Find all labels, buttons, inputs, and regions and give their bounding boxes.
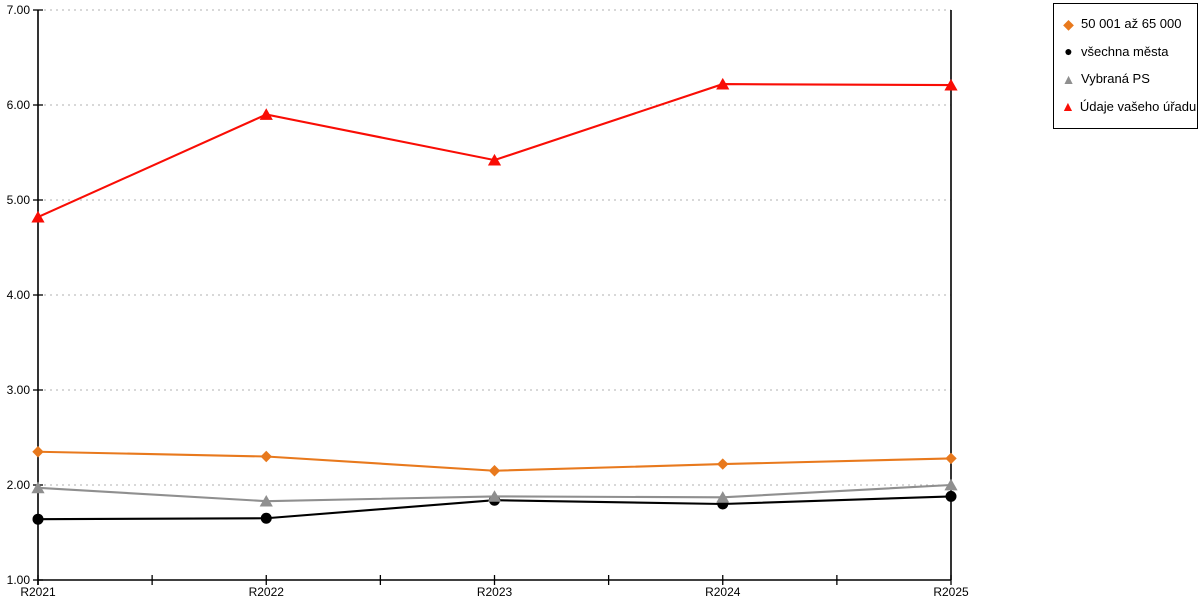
x-tick-label: R2021 <box>20 585 56 599</box>
data-point-triangle <box>487 153 502 166</box>
y-tick-label: 2.00 <box>7 478 31 492</box>
data-point-triangle <box>31 210 45 223</box>
data-point-diamond <box>32 446 44 458</box>
y-tick-label: 1.00 <box>7 573 31 587</box>
legend-item: ▲ Vybraná PS <box>1061 72 1193 86</box>
legend-item: ▲ Údaje vašeho úřadu <box>1061 98 1197 115</box>
data-point-diamond <box>717 458 729 470</box>
triangle-icon: ▲ <box>1061 98 1075 115</box>
x-tick-label: R2022 <box>249 585 285 599</box>
legend-label: Vybraná PS <box>1081 71 1150 87</box>
x-tick-label: R2025 <box>933 585 969 599</box>
legend-item: ● všechna města <box>1061 44 1193 58</box>
legend-label: 50 001 až 65 000 <box>1081 16 1182 32</box>
data-point-circle <box>260 512 272 524</box>
legend: ◆ 50 001 až 65 000 ● všechna města ▲ Vybraná … <box>1053 3 1198 129</box>
data-point-triangle <box>944 478 958 491</box>
circle-icon: ● <box>1064 43 1073 60</box>
y-tick-label: 5.00 <box>7 193 31 207</box>
data-point-circle <box>32 513 44 525</box>
y-tick-label: 4.00 <box>7 288 31 302</box>
data-point-diamond <box>945 452 957 465</box>
data-point-triangle <box>31 481 45 494</box>
legend-label: Údaje vašeho úřadu <box>1079 98 1197 114</box>
y-tick-label: 6.00 <box>7 98 31 112</box>
y-tick-label: 3.00 <box>7 383 31 397</box>
data-point-diamond <box>488 465 501 477</box>
triangle-icon: ▲ <box>1061 70 1076 87</box>
y-tick-label: 7.00 <box>7 3 31 17</box>
series-line <box>37 83 952 219</box>
data-point-triangle <box>259 494 273 507</box>
data-point-diamond <box>260 450 272 463</box>
x-tick-label: R2023 <box>477 585 513 599</box>
diamond-icon: ◆ <box>1063 15 1074 32</box>
x-tick-label: R2024 <box>705 585 741 599</box>
data-point-triangle <box>487 490 502 502</box>
data-point-circle <box>945 490 957 502</box>
data-point-triangle <box>716 491 730 503</box>
data-point-triangle <box>716 77 730 90</box>
data-point-triangle <box>944 78 958 91</box>
data-point-triangle <box>259 108 273 120</box>
legend-label: všechna města <box>1081 43 1169 59</box>
legend-item: ◆ 50 001 až 65 000 <box>1061 17 1193 31</box>
